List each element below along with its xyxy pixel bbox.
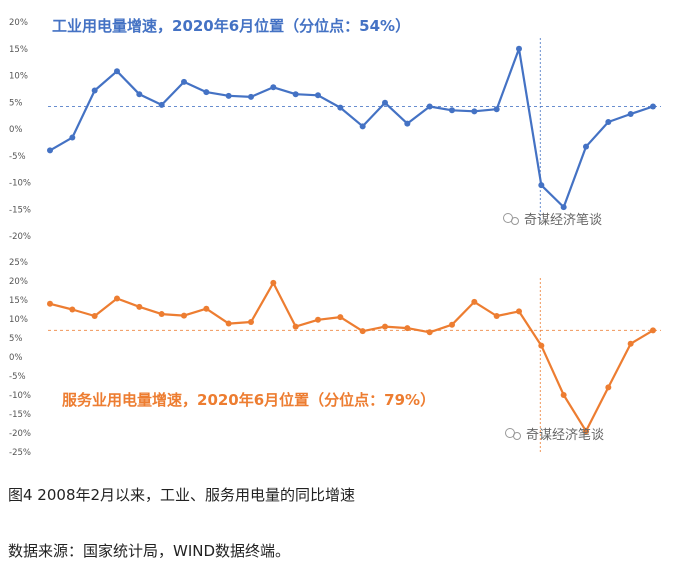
data-point (359, 328, 366, 335)
data-point (181, 312, 187, 319)
data-point (538, 342, 545, 349)
data-point (136, 303, 143, 310)
data-point (650, 327, 656, 334)
series-line (49, 47, 654, 209)
data-point (382, 99, 388, 106)
data-point (337, 104, 344, 111)
y-tick-label: 0% (9, 125, 23, 135)
data-point (47, 147, 53, 154)
y-tick-label: -15% (9, 205, 31, 215)
chart-panel-2: 25% 20% 15% 10% 5% 0% -5% -10% -15% -20% -25% 服务业用电… (9, 258, 661, 458)
data-point (605, 384, 612, 391)
y-tick-label: -15% (9, 410, 31, 420)
data-point (538, 182, 545, 189)
figure: 20% 15% 10% 5% 0% -5% -10% -15% -20% 工业用电量增速，2020… (9, 17, 661, 458)
data-point (426, 329, 433, 336)
watermark-text: 奇谋经济笔谈 (524, 212, 602, 228)
data-point (449, 321, 455, 328)
data-point (493, 106, 500, 113)
data-point (248, 93, 254, 100)
y-tick-label: -5% (9, 372, 26, 382)
y-tick-label: -10% (9, 391, 31, 401)
data-point (560, 204, 567, 211)
data-point (158, 101, 165, 108)
y-tick-label: 25% (9, 258, 28, 268)
chart-panel-1: 20% 15% 10% 5% 0% -5% -10% -15% -20% 工业用电量增速，2020… (9, 17, 661, 242)
data-source-note: 数据来源：国家统计局，WIND数据终端。 (8, 542, 291, 560)
data-point (315, 92, 321, 99)
data-point (270, 279, 277, 286)
watermark: 奇谋经济笔谈 (503, 212, 602, 228)
y-tick-label: 15% (9, 296, 28, 306)
data-point (203, 305, 210, 312)
data-point (560, 392, 567, 398)
watermark-text: 奇谋经济笔谈 (526, 427, 604, 443)
data-point (292, 323, 299, 330)
y-tick-label: -10% (9, 179, 31, 189)
y-tick-label: 20% (9, 277, 28, 287)
data-point (315, 316, 321, 323)
y-tick-label: 15% (9, 45, 28, 55)
data-point (627, 111, 634, 118)
data-point (471, 108, 478, 115)
data-point (605, 119, 612, 126)
data-point (382, 323, 388, 330)
data-point (516, 45, 522, 52)
data-point (248, 319, 254, 326)
data-point (583, 428, 589, 435)
data-point (404, 325, 411, 332)
wechat-icon (513, 432, 521, 440)
data-point (493, 312, 500, 319)
y-tick-label: -20% (9, 232, 31, 242)
data-point (47, 300, 53, 307)
y-tick-label: 10% (9, 72, 28, 82)
data-point (91, 312, 98, 319)
data-point (583, 143, 589, 150)
figure-caption: 图4 2008年2月以来，工业、服务用电量的同比增速 (8, 486, 356, 504)
data-point (225, 320, 232, 327)
data-point (650, 103, 656, 110)
data-point (404, 120, 411, 127)
y-tick-label: 20% (9, 18, 28, 28)
y-tick-label: 5% (9, 98, 23, 108)
data-point (426, 103, 433, 110)
data-point (136, 91, 143, 98)
watermark: 奇谋经济笔谈 (505, 427, 604, 443)
y-tick-label: -5% (9, 152, 26, 162)
chart-title: 工业用电量增速，2020年6月位置（分位点：54%） (52, 17, 410, 35)
data-point (91, 87, 98, 94)
data-point (627, 340, 634, 347)
data-point (114, 295, 120, 302)
data-point (203, 89, 210, 96)
y-tick-label: 0% (9, 353, 23, 363)
y-tick-label: -20% (9, 429, 31, 439)
data-point (270, 84, 277, 91)
data-point (225, 92, 232, 99)
data-point (69, 306, 76, 313)
data-point (181, 78, 187, 85)
data-point (359, 123, 366, 130)
data-point (471, 298, 478, 305)
y-tick-label: 10% (9, 315, 28, 325)
data-point (337, 314, 344, 321)
wechat-icon (511, 217, 519, 225)
data-point (69, 134, 76, 141)
series-line (49, 281, 654, 433)
data-point (292, 91, 299, 98)
data-point (516, 308, 522, 315)
chart-title: 服务业用电量增速，2020年6月位置（分位点：79%） (62, 391, 435, 409)
y-tick-label: 5% (9, 334, 23, 344)
data-point (158, 311, 165, 318)
y-tick-label: -25% (9, 448, 31, 458)
data-point (114, 68, 120, 75)
data-point (449, 107, 455, 114)
